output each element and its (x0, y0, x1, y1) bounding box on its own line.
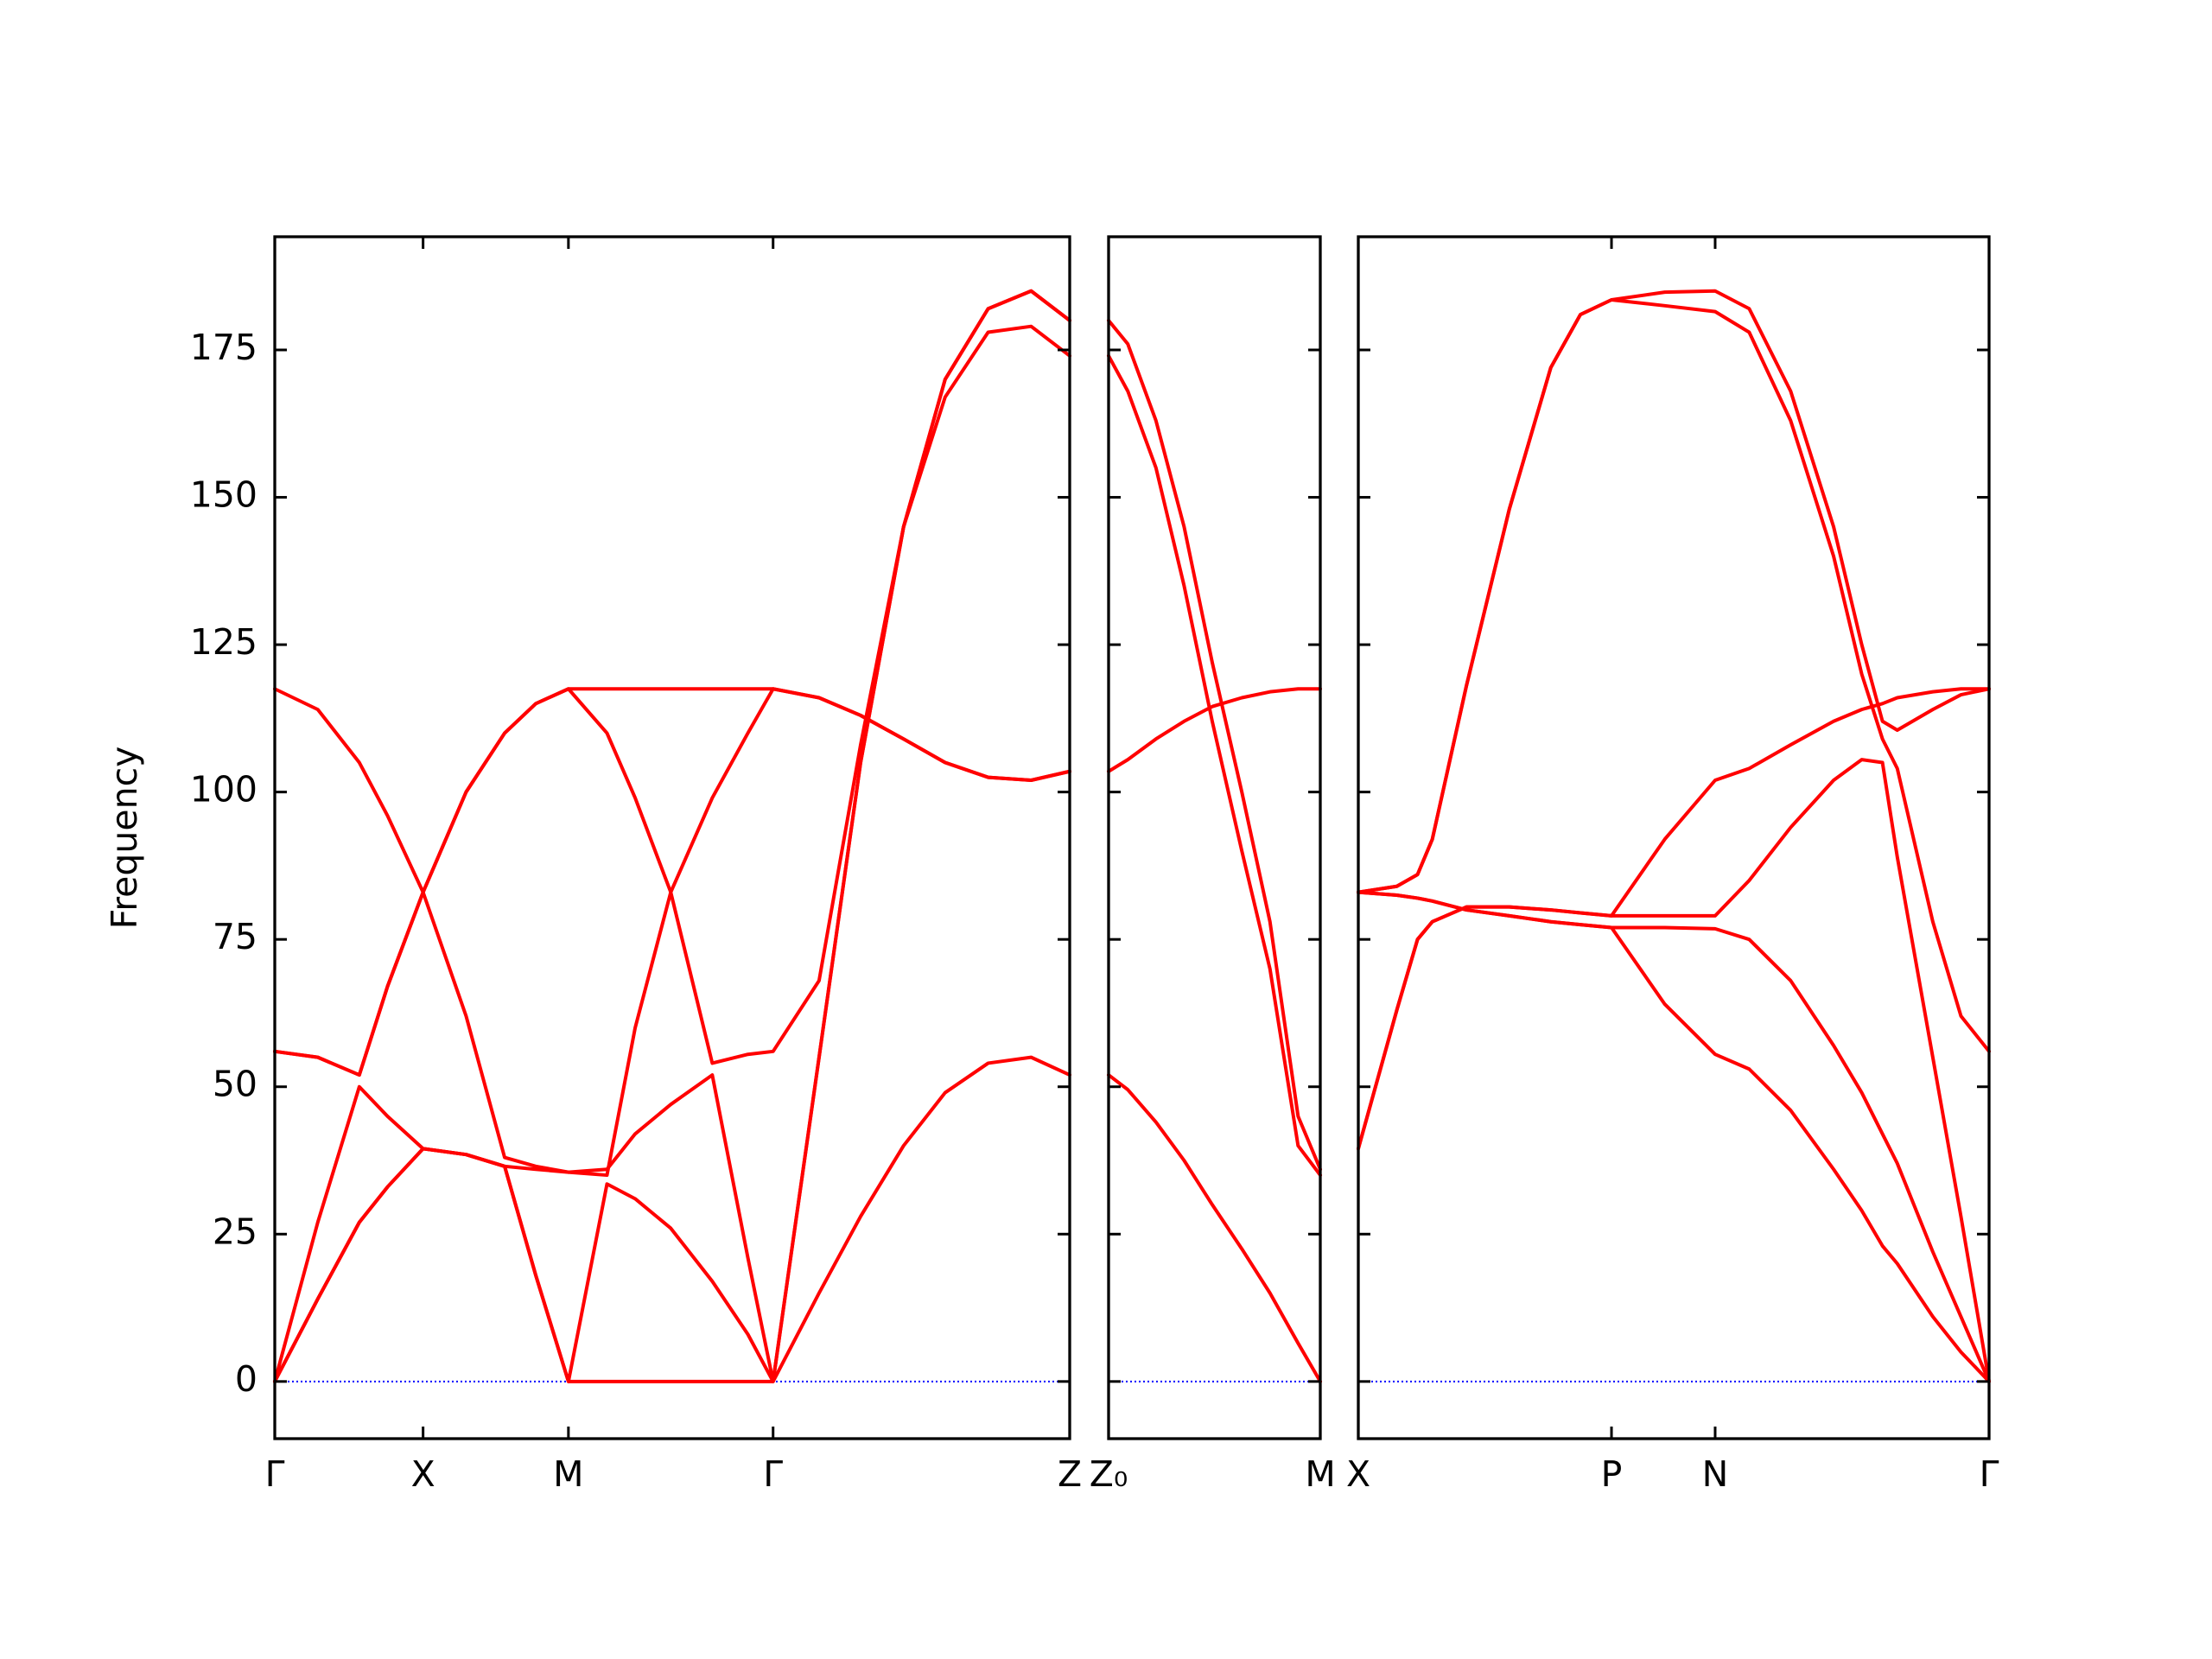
y-tick-label: 0 (235, 1358, 257, 1400)
x-tick-label: Z (1058, 1453, 1082, 1495)
y-tick-label: 125 (190, 621, 257, 663)
x-tick-label: Γ (763, 1453, 783, 1495)
band-line (1107, 318, 1322, 1172)
x-tick-label: X (1346, 1453, 1370, 1495)
y-tick-label: 75 (213, 916, 257, 957)
x-tick-label: Z₀ (1090, 1453, 1128, 1495)
x-tick-label: Γ (1980, 1453, 1999, 1495)
y-tick-label: 150 (190, 474, 257, 516)
band-line (273, 289, 1071, 1383)
y-tick-label: 100 (190, 769, 257, 810)
x-tick-label: M (1305, 1453, 1335, 1495)
y-tick-label: 175 (190, 327, 257, 368)
band-line (1357, 890, 1991, 1383)
band-line (1107, 1073, 1322, 1383)
x-tick-label: P (1601, 1453, 1623, 1495)
axes-frame (1107, 235, 1322, 1440)
axes-frame (1357, 235, 1991, 1440)
band-line (273, 324, 1071, 1178)
band-line (1107, 687, 1322, 773)
y-tick-label: 50 (213, 1064, 257, 1105)
band-line (273, 687, 1071, 1077)
band-line (1357, 758, 1991, 1383)
x-tick-label: X (411, 1453, 435, 1495)
x-tick-label: M (553, 1453, 583, 1495)
band-line (1107, 353, 1322, 1178)
band-line (1357, 298, 1991, 1053)
y-axis-label: Frequency (104, 747, 145, 930)
x-tick-label: N (1702, 1453, 1729, 1495)
axes-frame (273, 235, 1071, 1440)
x-tick-label: Γ (265, 1453, 285, 1495)
y-tick-label: 25 (213, 1211, 257, 1252)
